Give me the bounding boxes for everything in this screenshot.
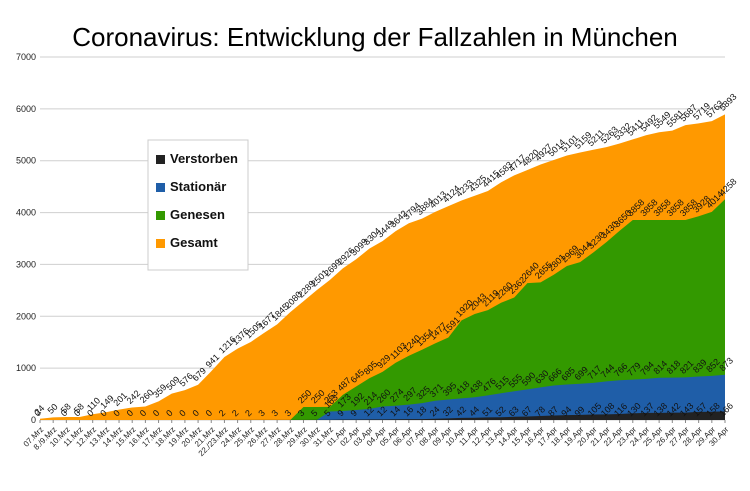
- legend-swatch: [156, 155, 165, 164]
- legend-swatch: [156, 239, 165, 248]
- legend-swatch: [156, 183, 165, 192]
- data-label-verstorben: 2: [230, 408, 241, 419]
- y-tick-label: 2000: [16, 311, 36, 321]
- legend-label: Verstorben: [170, 151, 238, 166]
- y-tick-label: 3000: [16, 259, 36, 269]
- data-label-gesamt: 24: [32, 403, 46, 417]
- area-station-r: [40, 374, 725, 420]
- data-label-verstorben: 0: [98, 408, 109, 419]
- y-tick-label: 7000: [16, 52, 36, 62]
- chart-title: Coronavirus: Entwicklung der Fallzahlen …: [72, 22, 678, 52]
- data-label-verstorben: 3: [283, 408, 294, 419]
- data-label-verstorben: 9: [335, 408, 346, 419]
- y-tick-label: 6000: [16, 104, 36, 114]
- data-label-verstorben: 0: [164, 408, 175, 419]
- data-label-verstorben: 0: [59, 408, 70, 419]
- data-label-verstorben: 0: [125, 408, 136, 419]
- data-label-verstorben: 3: [269, 408, 280, 419]
- data-label-verstorben: 0: [85, 408, 96, 419]
- y-tick-label: 4000: [16, 208, 36, 218]
- legend-label: Genesen: [170, 207, 225, 222]
- legend-label: Stationär: [170, 179, 226, 194]
- data-label-verstorben: 0: [204, 408, 215, 419]
- data-label-verstorben: 0: [72, 408, 83, 419]
- data-label-verstorben: 5: [309, 408, 320, 419]
- data-label-verstorben: 0: [138, 408, 149, 419]
- area-verstorben: [40, 411, 725, 420]
- x-axis: 07.Mrz8./9.Mrz10.Mrz11.Mrz12.Mrz13.Mrz14…: [22, 420, 731, 458]
- data-label-verstorben: 9: [348, 408, 359, 419]
- data-label-verstorben: 3: [256, 408, 267, 419]
- data-label-verstorben: 3: [296, 408, 307, 419]
- data-label-verstorben: 0: [177, 408, 188, 419]
- data-label-verstorben: 2: [217, 408, 228, 419]
- legend-label: Gesamt: [170, 235, 218, 250]
- data-label-verstorben: 0: [190, 408, 201, 419]
- data-label-verstorben: 0: [111, 408, 122, 419]
- legend: Verstorben Stationär Genesen Gesamt: [147, 139, 249, 271]
- data-label-gesamt: 50: [46, 402, 60, 416]
- y-axis: 0 1000 2000 3000 4000 5000 6000 7000: [16, 52, 36, 425]
- data-label-gesamt: 58: [72, 401, 86, 415]
- y-tick-label: 0: [31, 415, 36, 425]
- area-series: [40, 114, 725, 420]
- area-genesen: [40, 199, 725, 420]
- legend-swatch: [156, 211, 165, 220]
- data-label-verstorben: 2: [243, 408, 254, 419]
- y-tick-label: 1000: [16, 363, 36, 373]
- data-label-verstorben: 5: [322, 408, 333, 419]
- data-label-verstorben: 0: [32, 408, 43, 419]
- data-label-gesamt: 58: [59, 401, 73, 415]
- y-tick-label: 5000: [16, 156, 36, 166]
- data-label-verstorben: 0: [151, 408, 162, 419]
